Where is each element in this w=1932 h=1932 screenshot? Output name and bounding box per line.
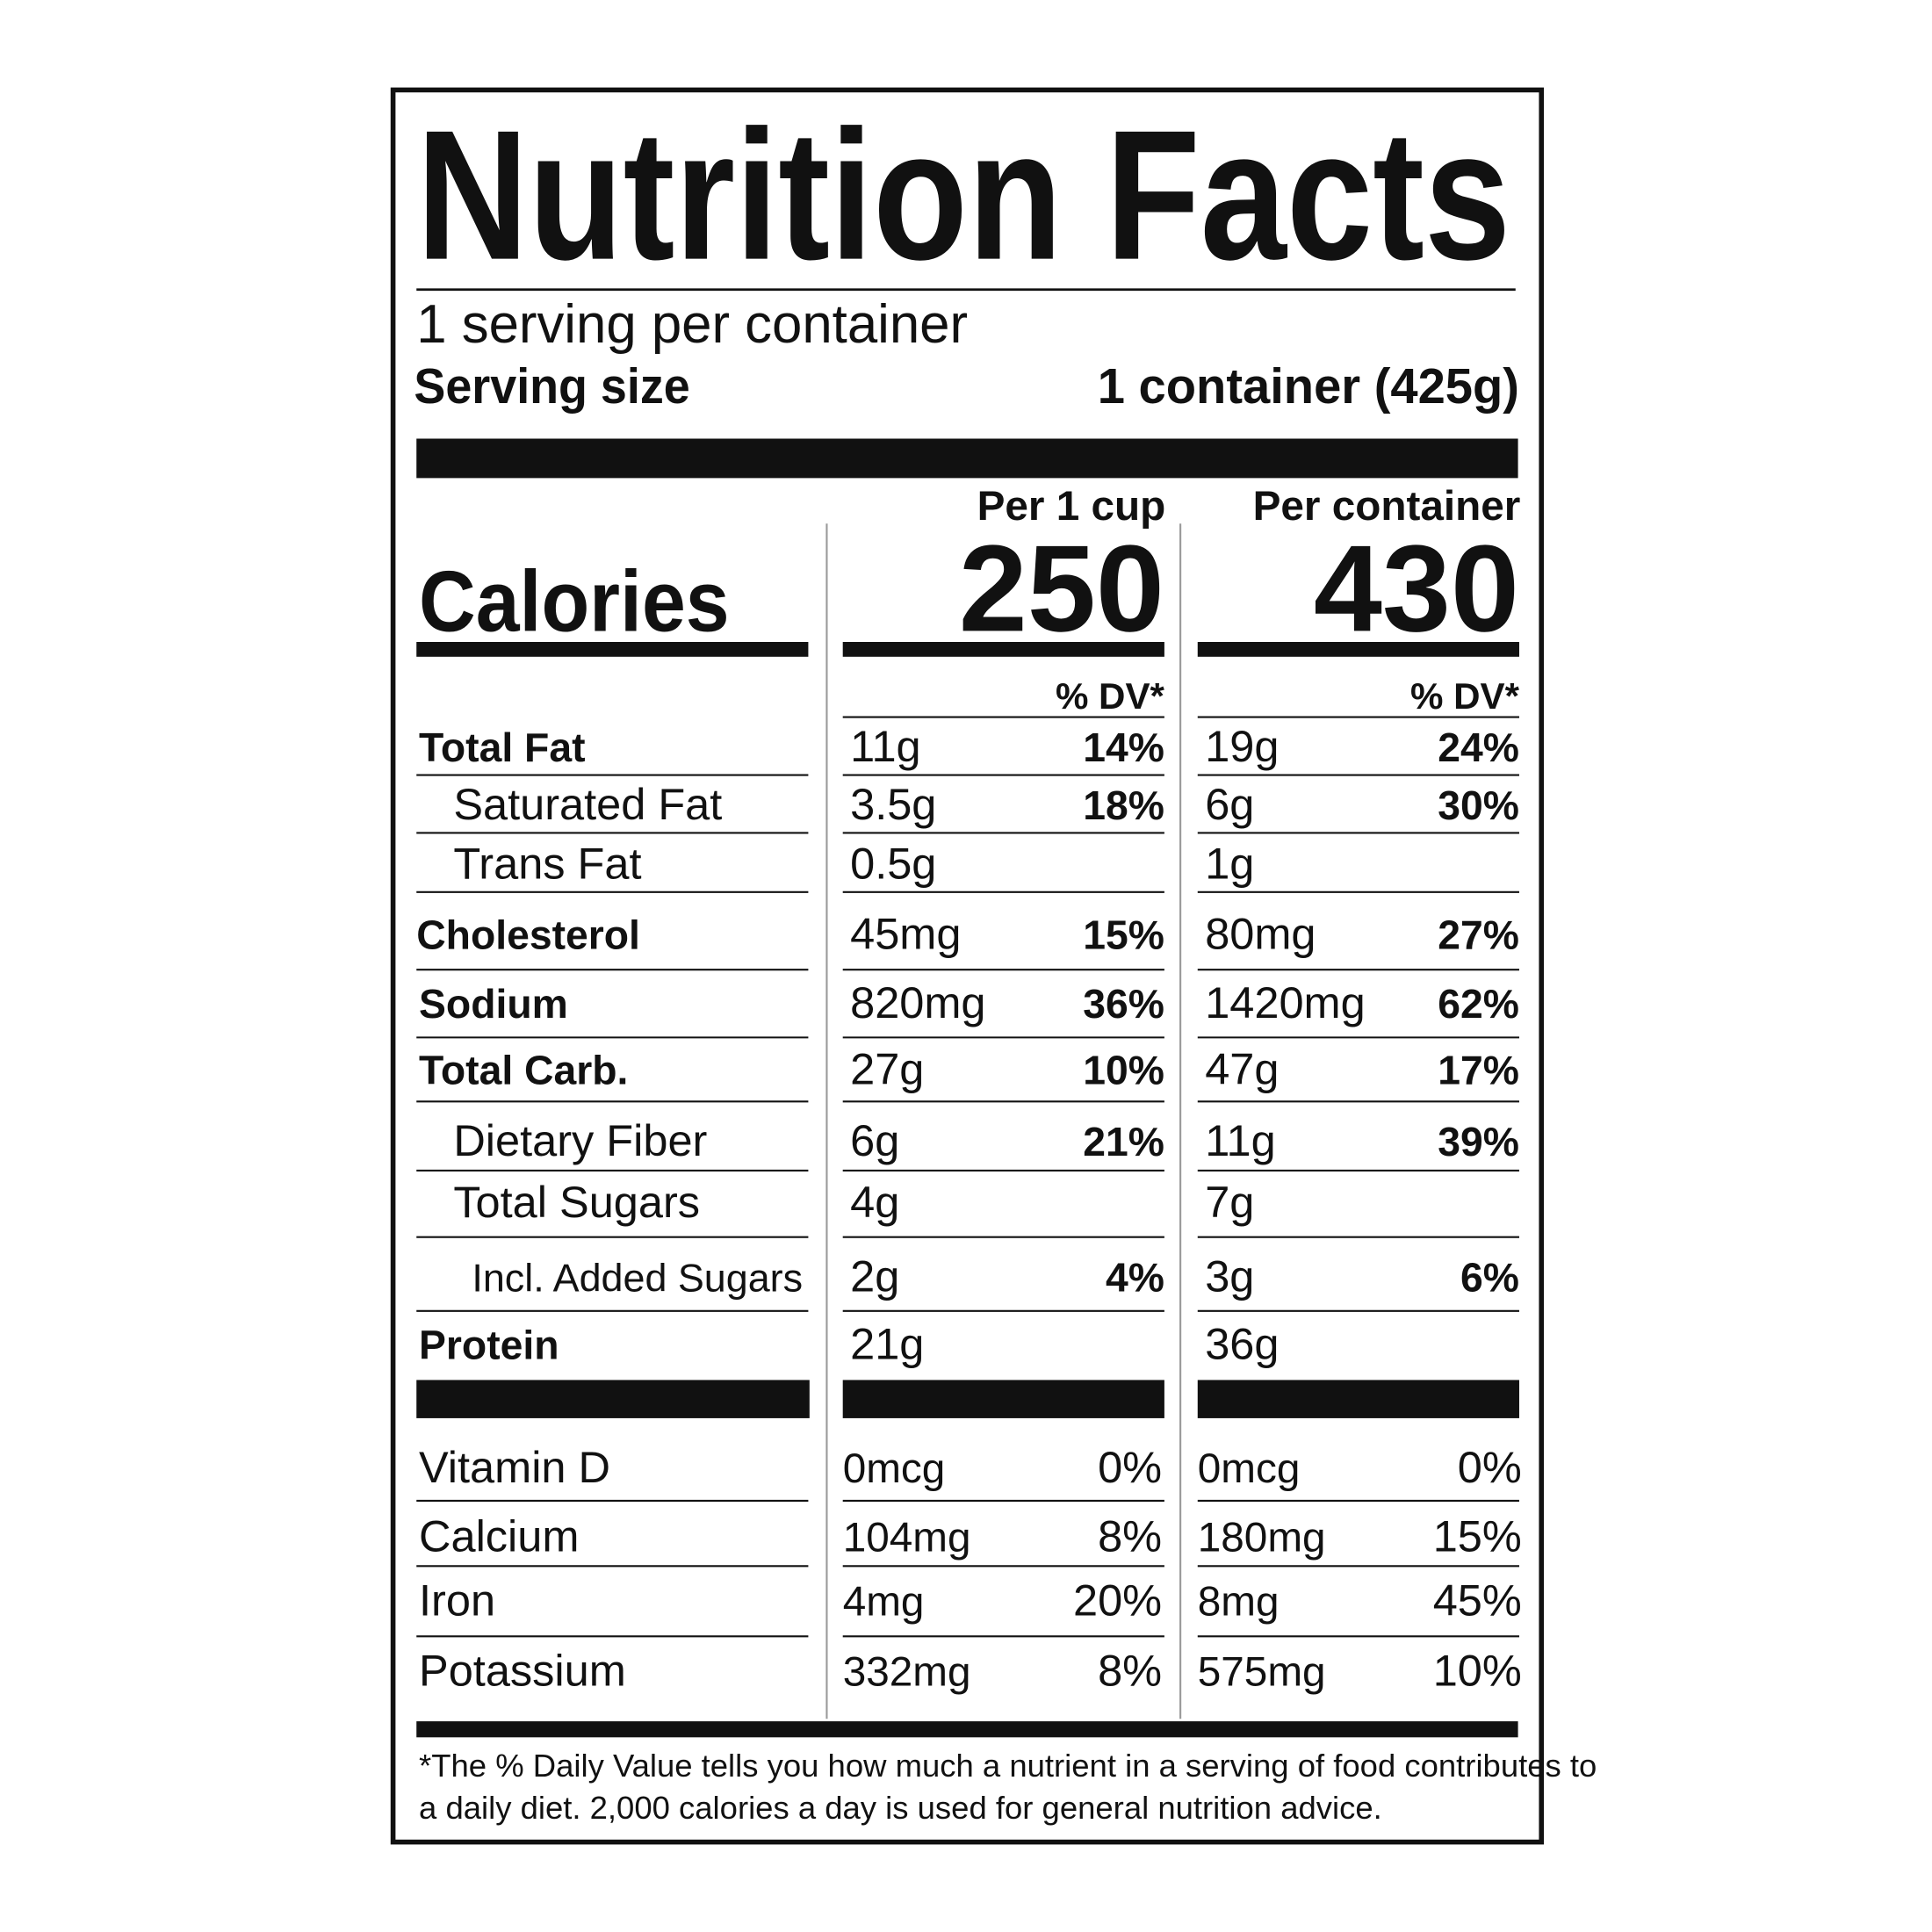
serving-size-label: Serving size [414, 358, 689, 414]
amount: 7g [1205, 1177, 1254, 1227]
amount: 36g [1205, 1319, 1279, 1369]
amount: 11g [1205, 1115, 1276, 1165]
amount: 0.5g [850, 838, 936, 888]
nutrient-name: Cholesterol [416, 912, 640, 957]
daily-value: 0% [1458, 1442, 1522, 1492]
dv-header: % DV* [1410, 675, 1520, 717]
calories-value: 250 [959, 519, 1164, 657]
amount: 27g [850, 1044, 924, 1094]
daily-value: 10% [1083, 1048, 1164, 1093]
vitamin-name: Potassium [419, 1645, 626, 1695]
serving-size-value: 1 container (425g) [1098, 358, 1519, 414]
daily-value: 62% [1438, 981, 1519, 1027]
nutrient-name: Saturated Fat [453, 779, 722, 829]
calories-bar [416, 641, 809, 657]
daily-value: 14% [1083, 724, 1164, 770]
column-header: Per container [1253, 483, 1521, 530]
amount: 6g [850, 1115, 899, 1165]
dv-header: % DV* [1056, 675, 1165, 717]
amount: 104mg [843, 1514, 971, 1561]
label-border [390, 87, 1545, 1845]
daily-value: 8% [1098, 1645, 1162, 1695]
daily-value: 17% [1438, 1048, 1519, 1093]
nutrient-name: Dietary Fiber [453, 1115, 707, 1165]
daily-value: 24% [1438, 724, 1519, 770]
amount: 47g [1205, 1044, 1279, 1094]
daily-value: 36% [1083, 981, 1164, 1027]
daily-value: 45% [1433, 1575, 1522, 1625]
daily-value: 10% [1433, 1645, 1522, 1695]
daily-value: 15% [1433, 1510, 1522, 1561]
nutrient-name: Sodium [419, 981, 568, 1027]
amount: 0mcg [843, 1445, 946, 1492]
nutrient-name: Protein [419, 1323, 559, 1368]
footnote: *The % Daily Value tells you how much a … [419, 1748, 1597, 1784]
amount: 1g [1205, 838, 1254, 888]
nutrient-name: Total Sugars [453, 1177, 700, 1227]
vitamin-name: Calcium [419, 1510, 579, 1561]
amount: 0mcg [1198, 1445, 1301, 1492]
amount: 332mg [843, 1648, 971, 1695]
amount: 11g [850, 721, 921, 771]
calories-bar [842, 641, 1164, 657]
thick-bar [842, 1380, 1164, 1418]
servings: 1 serving per container [416, 294, 968, 355]
amount: 45mg [850, 908, 961, 958]
footnote: a daily diet. 2,000 calories a day is us… [419, 1790, 1382, 1826]
amount: 80mg [1205, 908, 1316, 958]
calories-value: 430 [1314, 519, 1519, 657]
daily-value: 4% [1106, 1254, 1164, 1300]
vitamin-name: Iron [419, 1575, 495, 1625]
amount: 2g [850, 1251, 899, 1301]
daily-value: 39% [1438, 1119, 1519, 1164]
column-header: Per 1 cup [977, 483, 1166, 530]
nutrient-name: Incl. Added Sugars [472, 1255, 803, 1300]
title: Nutrition Facts [416, 91, 1510, 299]
amount: 6g [1205, 779, 1254, 829]
nutrient-name: Total Carb. [419, 1048, 628, 1093]
daily-value: 18% [1083, 782, 1164, 828]
calories-label: Calories [419, 552, 730, 649]
thick-bar [1197, 1380, 1519, 1418]
daily-value: 20% [1073, 1575, 1162, 1625]
amount: 3.5g [850, 779, 936, 829]
thick-bar [416, 1721, 1518, 1738]
amount: 180mg [1198, 1514, 1326, 1561]
amount: 820mg [850, 977, 985, 1027]
amount: 1420mg [1205, 977, 1366, 1027]
amount: 4g [850, 1177, 899, 1227]
daily-value: 27% [1438, 912, 1519, 957]
vitamin-name: Vitamin D [419, 1442, 610, 1492]
amount: 575mg [1198, 1648, 1326, 1695]
calories-bar [1197, 641, 1519, 657]
thick-bar [416, 1380, 810, 1418]
nutrient-name: Trans Fat [453, 838, 641, 888]
amount: 4mg [843, 1578, 925, 1625]
amount: 3g [1205, 1251, 1254, 1301]
amount: 19g [1205, 721, 1279, 771]
daily-value: 0% [1098, 1442, 1162, 1492]
daily-value: 21% [1083, 1119, 1164, 1164]
daily-value: 30% [1438, 782, 1519, 828]
thick-bar [416, 438, 1518, 479]
daily-value: 8% [1098, 1510, 1162, 1561]
amount: 21g [850, 1319, 924, 1369]
nutrient-name: Total Fat [419, 724, 585, 770]
daily-value: 6% [1460, 1254, 1519, 1300]
amount: 8mg [1198, 1578, 1280, 1625]
daily-value: 15% [1083, 912, 1164, 957]
